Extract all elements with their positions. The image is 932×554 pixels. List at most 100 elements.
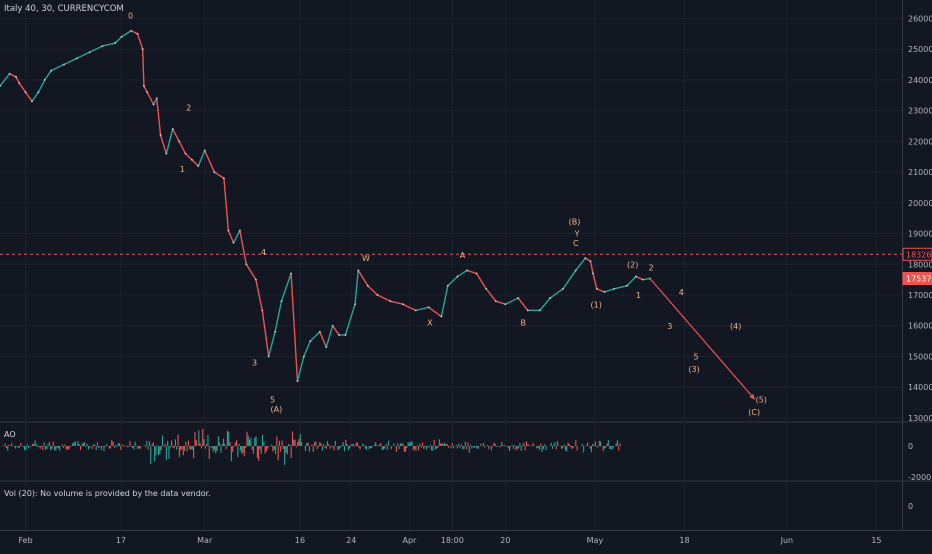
ao-bar — [6, 446, 7, 448]
price-point — [89, 51, 91, 53]
ao-bar — [233, 446, 234, 447]
ao-bar — [388, 441, 389, 446]
price-point — [130, 30, 132, 32]
price-segment — [457, 270, 467, 276]
ao-bar — [236, 440, 237, 446]
ao-bar — [198, 430, 199, 446]
price-point — [562, 288, 564, 290]
ao-bar — [44, 442, 45, 446]
volume-pane-label[interactable]: Vol (20): No volume is provided by the d… — [4, 489, 211, 498]
ao-bar — [586, 445, 587, 446]
price-segment — [605, 289, 615, 292]
ao-bar — [439, 439, 440, 446]
price-segment — [643, 279, 650, 280]
ao-bar — [447, 444, 448, 446]
ao-bar — [68, 446, 69, 450]
price-segment — [147, 92, 153, 104]
ao-bar — [88, 446, 89, 450]
ao-bar — [289, 445, 290, 446]
ao-bar — [376, 445, 377, 446]
time-tick-label: 18:00 — [441, 536, 464, 545]
wave-label: 2 — [186, 104, 191, 113]
ao-bar — [165, 444, 166, 446]
ao-bar — [438, 446, 439, 448]
price-point — [485, 288, 487, 290]
ao-bar — [282, 440, 283, 446]
ao-bar — [467, 442, 468, 446]
ao-bar — [370, 446, 371, 448]
ao-bar — [192, 446, 193, 450]
ao-bar — [285, 446, 286, 453]
price-segment — [173, 129, 179, 141]
ao-bar — [218, 436, 219, 446]
ao-bar — [542, 446, 543, 452]
ao-bar — [557, 441, 558, 446]
price-segment — [496, 301, 506, 304]
ao-bar — [235, 443, 236, 446]
price-segment — [157, 98, 161, 135]
ao-bar — [334, 446, 335, 451]
ao-bar — [483, 443, 484, 446]
price-segment — [32, 92, 38, 101]
ao-bar — [29, 446, 30, 447]
ao-bar — [328, 444, 329, 446]
price-point — [255, 279, 257, 281]
ao-bar — [115, 445, 116, 446]
ao-bar — [248, 436, 249, 446]
ao-bar — [275, 446, 276, 454]
ao-bar — [369, 446, 370, 449]
ao-axis: 0-2000 — [908, 442, 931, 482]
ao-bar — [33, 444, 34, 446]
time-tick-label: 16 — [295, 536, 305, 545]
ao-bar — [202, 429, 203, 446]
ao-bar — [280, 446, 281, 452]
ao-bar — [409, 443, 410, 446]
time-tick-label: 17 — [116, 536, 126, 545]
ao-bar — [354, 446, 355, 447]
ao-bar — [525, 446, 526, 450]
price-tick-label: 25000 — [908, 45, 932, 54]
price-point — [50, 70, 52, 72]
ao-bar — [353, 444, 354, 446]
ao-bar — [453, 446, 454, 448]
ao-bar — [393, 443, 394, 446]
ao-bar — [335, 441, 336, 446]
ao-bar — [603, 446, 604, 451]
ao-bar — [257, 446, 258, 458]
ao-bar — [94, 445, 95, 446]
symbol-title[interactable]: Italy 40, 30, CURRENCYCOM — [4, 4, 124, 14]
ao-bar — [397, 443, 398, 446]
price-point — [338, 334, 340, 336]
ao-pane-label[interactable]: AO — [4, 430, 16, 439]
price-segment — [102, 43, 115, 46]
ao-bar — [102, 446, 103, 447]
ao-bar — [276, 436, 277, 446]
ao-bar — [93, 444, 94, 446]
ao-bar — [28, 446, 29, 448]
ao-bar — [380, 443, 381, 446]
ao-bar — [595, 441, 596, 446]
price-axis[interactable]: 1300014000150001600017000180001900020000… — [908, 14, 932, 422]
wave-label: 2 — [649, 263, 654, 272]
ao-bar — [163, 446, 164, 447]
ao-bar — [224, 444, 225, 446]
price-segment — [310, 332, 320, 341]
ao-bar — [63, 446, 64, 448]
ao-bar — [232, 446, 233, 452]
ao-bar — [118, 443, 119, 446]
price-segment — [10, 74, 16, 77]
ao-bar — [66, 446, 67, 450]
price-tick-label: 18000 — [908, 260, 932, 269]
ao-bar — [207, 435, 208, 446]
ao-bar — [122, 445, 123, 446]
price-segment — [192, 160, 198, 166]
ao-bar — [386, 444, 387, 446]
price-segment — [518, 298, 528, 310]
price-point — [549, 297, 551, 299]
price-point — [274, 331, 276, 333]
ao-bar — [487, 445, 488, 446]
ao-bar — [616, 443, 617, 446]
ao-bar — [425, 446, 426, 447]
price-point — [389, 300, 391, 302]
